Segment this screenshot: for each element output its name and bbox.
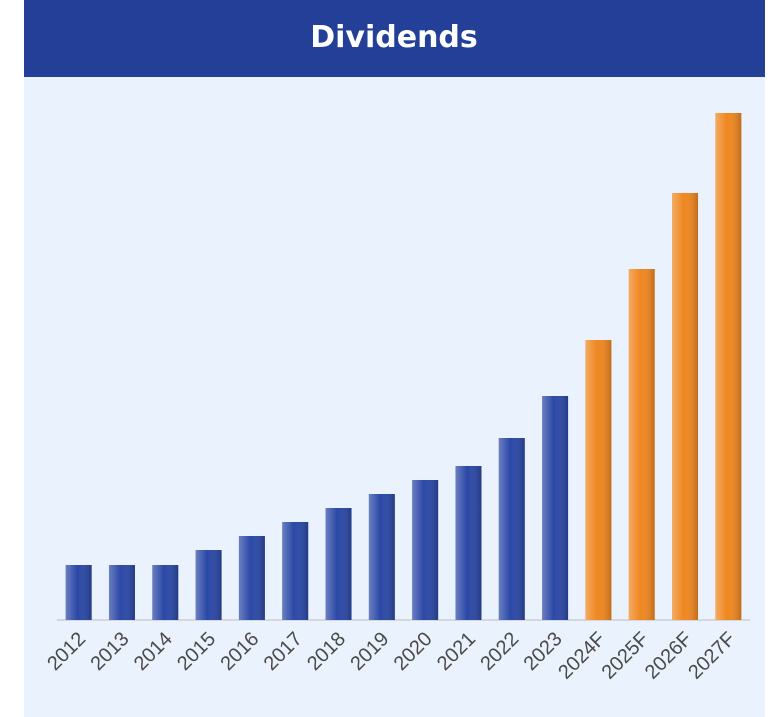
bar-shading <box>498 438 525 620</box>
bar-shading <box>412 480 439 620</box>
title-band <box>24 0 765 77</box>
bar-shading <box>238 536 265 620</box>
chart-title: Dividends <box>310 20 478 55</box>
bar-shading <box>628 269 655 620</box>
bar-shading <box>715 113 742 620</box>
bar-shading <box>455 466 482 620</box>
bar-shading <box>368 494 395 620</box>
bar-shading <box>585 340 612 620</box>
bar-shading <box>282 522 309 620</box>
bar-shading <box>325 508 352 620</box>
bar-shading <box>108 565 135 620</box>
bar-shading <box>65 565 92 620</box>
bar-shading <box>152 565 179 620</box>
bar-shading <box>195 550 222 620</box>
bar-shading <box>542 396 569 620</box>
bar-shading <box>672 193 699 620</box>
